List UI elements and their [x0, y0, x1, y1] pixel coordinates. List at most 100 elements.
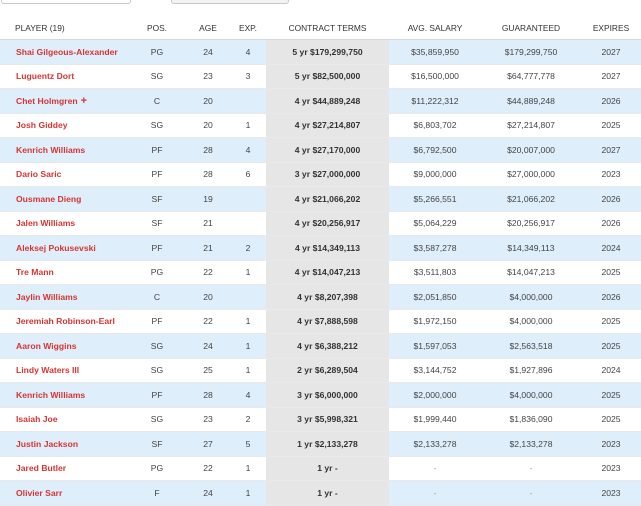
age-cell: 28: [186, 382, 230, 408]
age-cell: 20: [186, 88, 230, 114]
player-name-link[interactable]: Lindy Waters III: [16, 365, 80, 376]
guaranteed-cell: $64,777,778: [481, 64, 581, 89]
player-name-link[interactable]: Luguentz Dort: [16, 71, 75, 82]
guaranteed-cell: -: [481, 480, 581, 506]
terms-cell: 4 yr $7,888,598: [266, 309, 389, 334]
age-cell: 20: [186, 113, 230, 138]
col-header-guaranteed[interactable]: GUARANTEED: [481, 17, 581, 40]
exp-cell: 4: [230, 137, 266, 163]
player-name-link[interactable]: Ousmane Dieng: [16, 193, 82, 204]
avg-cell: $5,266,551: [389, 186, 481, 212]
terms-cell: 4 yr $27,170,000: [266, 137, 389, 163]
player-name-link[interactable]: Aaron Wiggins: [16, 340, 77, 351]
terms-cell: 4 yr $14,349,113: [266, 235, 389, 261]
age-cell: 21: [186, 235, 230, 261]
expires-cell: 2026: [581, 186, 641, 212]
expires-cell: 2025: [581, 260, 641, 285]
pos-cell: PF: [128, 382, 186, 408]
guaranteed-cell: -: [481, 456, 581, 481]
player-name-link[interactable]: Dario Saric: [16, 169, 62, 180]
col-header-age[interactable]: AGE: [186, 17, 230, 40]
avg-cell: $5,064,229: [389, 211, 481, 236]
table-row: Isaiah Joe SG 23 2 3 yr $5,998,321 $1,999,440…: [0, 407, 641, 432]
expires-cell: 2024: [581, 358, 641, 383]
exp-cell: [230, 88, 266, 114]
age-cell: 24: [186, 333, 230, 359]
age-cell: 24: [186, 480, 230, 506]
player-cell: Aleksej Pokusevski: [0, 235, 128, 261]
player-name-link[interactable]: Jalen Williams: [16, 218, 76, 229]
player-name-link[interactable]: Isaiah Joe: [16, 414, 58, 425]
player-cell: Chet Holmgren +: [0, 88, 128, 114]
expires-cell: 2026: [581, 284, 641, 310]
player-name-link[interactable]: Jared Butler: [16, 463, 67, 474]
col-header-pos[interactable]: POS.: [128, 17, 186, 40]
exp-cell: [230, 186, 266, 212]
table-row: Kenrich Williams PF 28 4 3 yr $6,000,000 $2,0…: [0, 382, 641, 408]
exp-cell: 2: [230, 235, 266, 261]
terms-cell: 1 yr $2,133,278: [266, 431, 389, 457]
expires-cell: 2027: [581, 39, 641, 65]
player-name-link[interactable]: Shai Gilgeous-Alexander: [16, 46, 118, 57]
table-row: Ousmane Dieng SF 19 4 yr $21,066,202 $5,266,…: [0, 186, 641, 212]
guaranteed-cell: $14,047,213: [481, 260, 581, 285]
col-header-exp[interactable]: EXP.: [230, 17, 266, 40]
player-name-link[interactable]: Kenrich Williams: [16, 389, 86, 400]
table-row: Tre Mann PG 22 1 4 yr $14,047,213 $3,511,803 $…: [0, 260, 641, 285]
terms-cell: 5 yr $179,299,750: [266, 39, 389, 65]
terms-cell: 3 yr $6,000,000: [266, 382, 389, 408]
col-header-contract-terms[interactable]: CONTRACT TERMS: [266, 17, 389, 40]
player-cell: Olivier Sarr: [0, 480, 128, 506]
col-header-avg-salary[interactable]: AVG. SALARY: [389, 17, 481, 40]
table-row: Jalen Williams SF 21 4 yr $20,256,917 $5,064…: [0, 211, 641, 236]
player-name-link[interactable]: Chet Holmgren: [16, 95, 78, 106]
pos-cell: SG: [128, 407, 186, 432]
exp-cell: 3: [230, 64, 266, 89]
player-name-link[interactable]: Olivier Sarr: [16, 487, 63, 498]
age-cell: 19: [186, 186, 230, 212]
guaranteed-cell: $14,349,113: [481, 235, 581, 261]
player-name-link[interactable]: Tre Mann: [16, 267, 54, 278]
player-cell: Jeremiah Robinson-Earl: [0, 309, 128, 334]
expires-cell: 2026: [581, 211, 641, 236]
table-header-row: PLAYER (19) POS. AGE EXP. CONTRACT TERMS…: [0, 17, 641, 40]
col-header-expires[interactable]: EXPIRES: [581, 17, 641, 40]
expires-cell: 2025: [581, 382, 641, 408]
age-cell: 22: [186, 309, 230, 334]
expires-cell: 2026: [581, 88, 641, 114]
filter-select[interactable]: [1, 0, 131, 4]
player-cell: Justin Jackson: [0, 431, 128, 457]
player-name-link[interactable]: Aleksej Pokusevski: [16, 242, 96, 253]
pos-cell: SF: [128, 186, 186, 212]
contracts-table-container: PLAYER (19) POS. AGE EXP. CONTRACT TERMS…: [0, 17, 641, 506]
terms-cell: 4 yr $27,214,807: [266, 113, 389, 138]
table-row: Lindy Waters III SG 25 1 2 yr $6,289,504 $3,1…: [0, 358, 641, 383]
pos-cell: SG: [128, 113, 186, 138]
avg-cell: $6,803,702: [389, 113, 481, 138]
pos-cell: PF: [128, 162, 186, 187]
top-controls: [0, 0, 641, 6]
age-cell: 22: [186, 260, 230, 285]
terms-cell: 4 yr $14,047,213: [266, 260, 389, 285]
exp-cell: 5: [230, 431, 266, 457]
age-cell: 25: [186, 358, 230, 383]
player-name-link[interactable]: Kenrich Williams: [16, 144, 86, 155]
terms-cell: 1 yr -: [266, 480, 389, 506]
exp-cell: 1: [230, 333, 266, 359]
player-name-link[interactable]: Jeremiah Robinson-Earl: [16, 316, 115, 327]
terms-cell: 5 yr $82,500,000: [266, 64, 389, 89]
player-name-link[interactable]: Jaylin Williams: [16, 291, 78, 302]
guaranteed-cell: $1,836,090: [481, 407, 581, 432]
pos-cell: PF: [128, 137, 186, 163]
col-header-player[interactable]: PLAYER (19): [0, 17, 128, 40]
terms-cell: 4 yr $20,256,917: [266, 211, 389, 236]
player-name-link[interactable]: Justin Jackson: [16, 438, 79, 449]
player-name-link[interactable]: Josh Giddey: [16, 120, 68, 131]
avg-cell: $16,500,000: [389, 64, 481, 89]
filter-toggle-button[interactable]: [171, 0, 289, 4]
player-cell: Shai Gilgeous-Alexander: [0, 39, 128, 65]
pos-cell: SF: [128, 431, 186, 457]
exp-cell: [230, 284, 266, 310]
player-cell: Jalen Williams: [0, 211, 128, 236]
player-cell: Kenrich Williams: [0, 137, 128, 163]
